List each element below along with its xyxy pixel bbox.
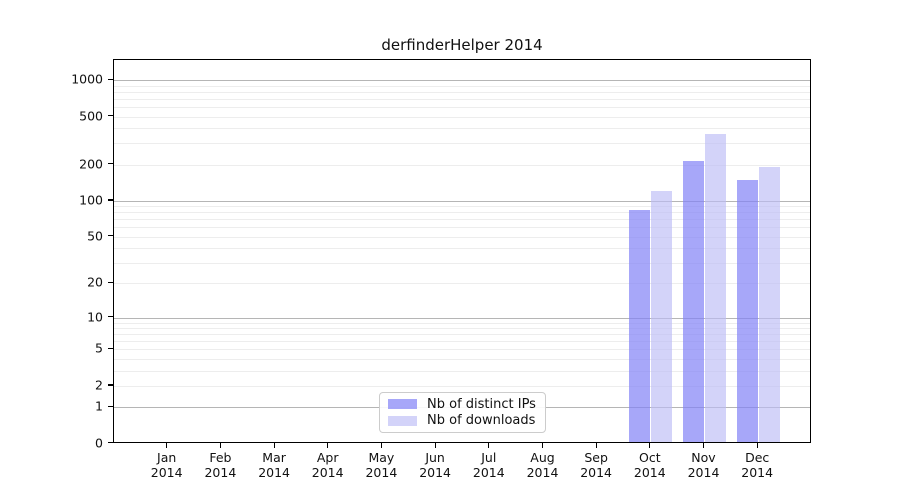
gridline-y-50: [114, 236, 810, 238]
bar-ips-dec: [736, 180, 758, 442]
y-tick-label-50: 50: [87, 228, 103, 244]
chart-title: derfinderHelper 2014: [381, 36, 543, 54]
x-tick-label-feb: Feb 2014: [204, 450, 237, 480]
gridline-y-9: [114, 322, 810, 324]
x-tick-feb: [219, 443, 222, 448]
gridline-y-80: [114, 212, 810, 214]
gridline-y-20: [114, 283, 810, 285]
y-tick-50: [108, 235, 113, 237]
gridline-y-4: [114, 359, 810, 360]
y-tick-label-500: 500: [79, 108, 103, 123]
y-tick-200: [108, 163, 113, 165]
legend-label: Nb of downloads: [427, 413, 536, 429]
bar-downloads-dec: [758, 166, 780, 442]
y-tick-10: [108, 316, 113, 318]
gridline-y-300: [114, 143, 810, 145]
x-tick-label-dec: Dec 2014: [741, 450, 774, 480]
y-tick-5: [108, 347, 113, 350]
y-tick-1: [108, 405, 113, 407]
gridline-y-90: [114, 206, 810, 208]
legend: Nb of distinct IPs Nb of downloads: [379, 392, 546, 433]
bar-downloads-nov: [705, 133, 726, 442]
gridline-y-200: [114, 164, 810, 166]
y-tick-1000: [108, 78, 113, 80]
gridline-y-1000: [114, 80, 810, 81]
gridline-y-500: [114, 116, 810, 118]
x-tick-label-sep: Sep 2014: [580, 450, 612, 480]
x-tick-apr: [327, 443, 329, 448]
y-tick-label-10: 10: [87, 309, 103, 324]
x-tick-jul: [488, 443, 490, 448]
gridline-y-700: [114, 98, 810, 100]
x-tick-label-apr: Apr 2014: [311, 450, 344, 480]
bar-downloads-oct: [651, 190, 673, 442]
x-tick-label-aug: Aug 2014: [526, 450, 559, 480]
x-tick-oct: [649, 443, 651, 448]
gridline-y-60: [114, 227, 810, 229]
x-tick-label-jun: Jun 2014: [419, 450, 451, 480]
x-tick-aug: [541, 443, 544, 448]
y-tick-label-200: 200: [79, 156, 103, 172]
x-tick-may: [380, 443, 383, 448]
y-tick-500: [108, 115, 113, 117]
gridline-y-600: [114, 106, 810, 108]
y-tick-label-1: 1: [95, 398, 103, 414]
x-tick-label-oct: Oct 2014: [633, 450, 666, 480]
plot-area: [113, 59, 811, 443]
gridline-y-30: [114, 262, 810, 264]
legend-label: Nb of distinct IPs: [427, 396, 536, 412]
legend-row-distinct-ips: Nb of distinct IPs: [388, 397, 537, 412]
y-tick-label-0: 0: [95, 435, 103, 451]
y-tick-label-5: 5: [95, 340, 103, 356]
y-tick-label-100: 100: [79, 192, 103, 208]
x-tick-label-jan: Jan 2014: [150, 450, 183, 480]
gridline-y-3: [114, 370, 810, 372]
legend-row-downloads: Nb of downloads: [388, 413, 537, 428]
bar-ips-nov: [683, 161, 704, 442]
gridline-y-8: [114, 328, 810, 329]
gridline-y-800: [114, 91, 810, 93]
x-tick-sep: [595, 443, 597, 448]
x-tick-dec: [756, 443, 758, 448]
legend-swatch-distinct-ips: [388, 399, 417, 410]
y-tick-label-2: 2: [95, 377, 103, 393]
gridline-y-10: [114, 317, 810, 319]
x-tick-label-jul: Jul 2014: [472, 450, 505, 480]
gridline-y-7: [114, 334, 810, 336]
gridline-y-100: [114, 200, 810, 202]
gridline-y-900: [114, 85, 810, 87]
gridline-y-40: [114, 248, 810, 250]
bar-ips-oct: [629, 210, 651, 442]
x-tick-jan: [166, 443, 168, 448]
gridline-y-6: [114, 341, 810, 343]
x-tick-nov: [702, 443, 705, 448]
x-tick-label-mar: Mar 2014: [258, 450, 290, 480]
y-tick-100: [108, 199, 113, 201]
x-tick-label-nov: Nov 2014: [687, 450, 720, 480]
gridline-y-400: [114, 128, 810, 130]
y-tick-label-1000: 1000: [71, 71, 103, 87]
y-tick-label-20: 20: [87, 274, 103, 290]
y-tick-2: [108, 384, 113, 386]
x-tick-mar: [273, 443, 275, 448]
gridline-y-5: [114, 349, 810, 351]
x-tick-jun: [434, 443, 436, 448]
y-tick-20: [108, 281, 113, 284]
gridline-y-70: [114, 219, 810, 221]
x-tick-label-may: May 2014: [365, 450, 398, 480]
legend-swatch-downloads: [388, 415, 417, 426]
y-tick-0: [108, 442, 113, 444]
gridline-y-2: [114, 385, 810, 387]
